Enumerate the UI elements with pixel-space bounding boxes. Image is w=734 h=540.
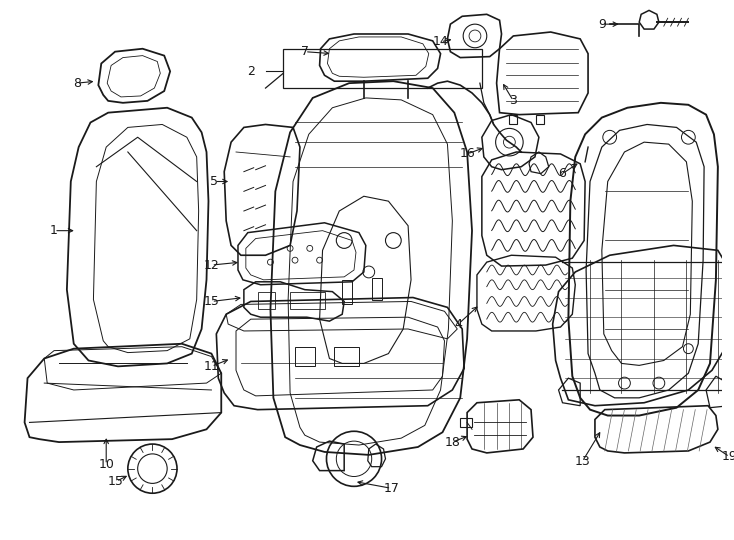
Text: 16: 16 bbox=[459, 147, 475, 160]
Text: 6: 6 bbox=[559, 167, 567, 180]
Text: 15: 15 bbox=[203, 295, 219, 308]
Text: 3: 3 bbox=[509, 94, 517, 107]
Text: 15: 15 bbox=[108, 475, 124, 488]
Text: 12: 12 bbox=[203, 259, 219, 272]
Text: 19: 19 bbox=[722, 450, 734, 463]
Text: 11: 11 bbox=[203, 360, 219, 373]
Text: 10: 10 bbox=[98, 458, 115, 471]
Text: 1: 1 bbox=[50, 224, 58, 237]
Text: 14: 14 bbox=[432, 35, 448, 49]
Text: 17: 17 bbox=[383, 482, 399, 495]
Text: 4: 4 bbox=[454, 318, 462, 330]
Text: 18: 18 bbox=[444, 436, 460, 449]
Text: 8: 8 bbox=[73, 77, 81, 90]
Text: 13: 13 bbox=[574, 455, 590, 468]
Text: 7: 7 bbox=[301, 45, 309, 58]
Text: 9: 9 bbox=[598, 18, 606, 31]
Text: 5: 5 bbox=[211, 175, 219, 188]
Text: 2: 2 bbox=[247, 65, 255, 78]
